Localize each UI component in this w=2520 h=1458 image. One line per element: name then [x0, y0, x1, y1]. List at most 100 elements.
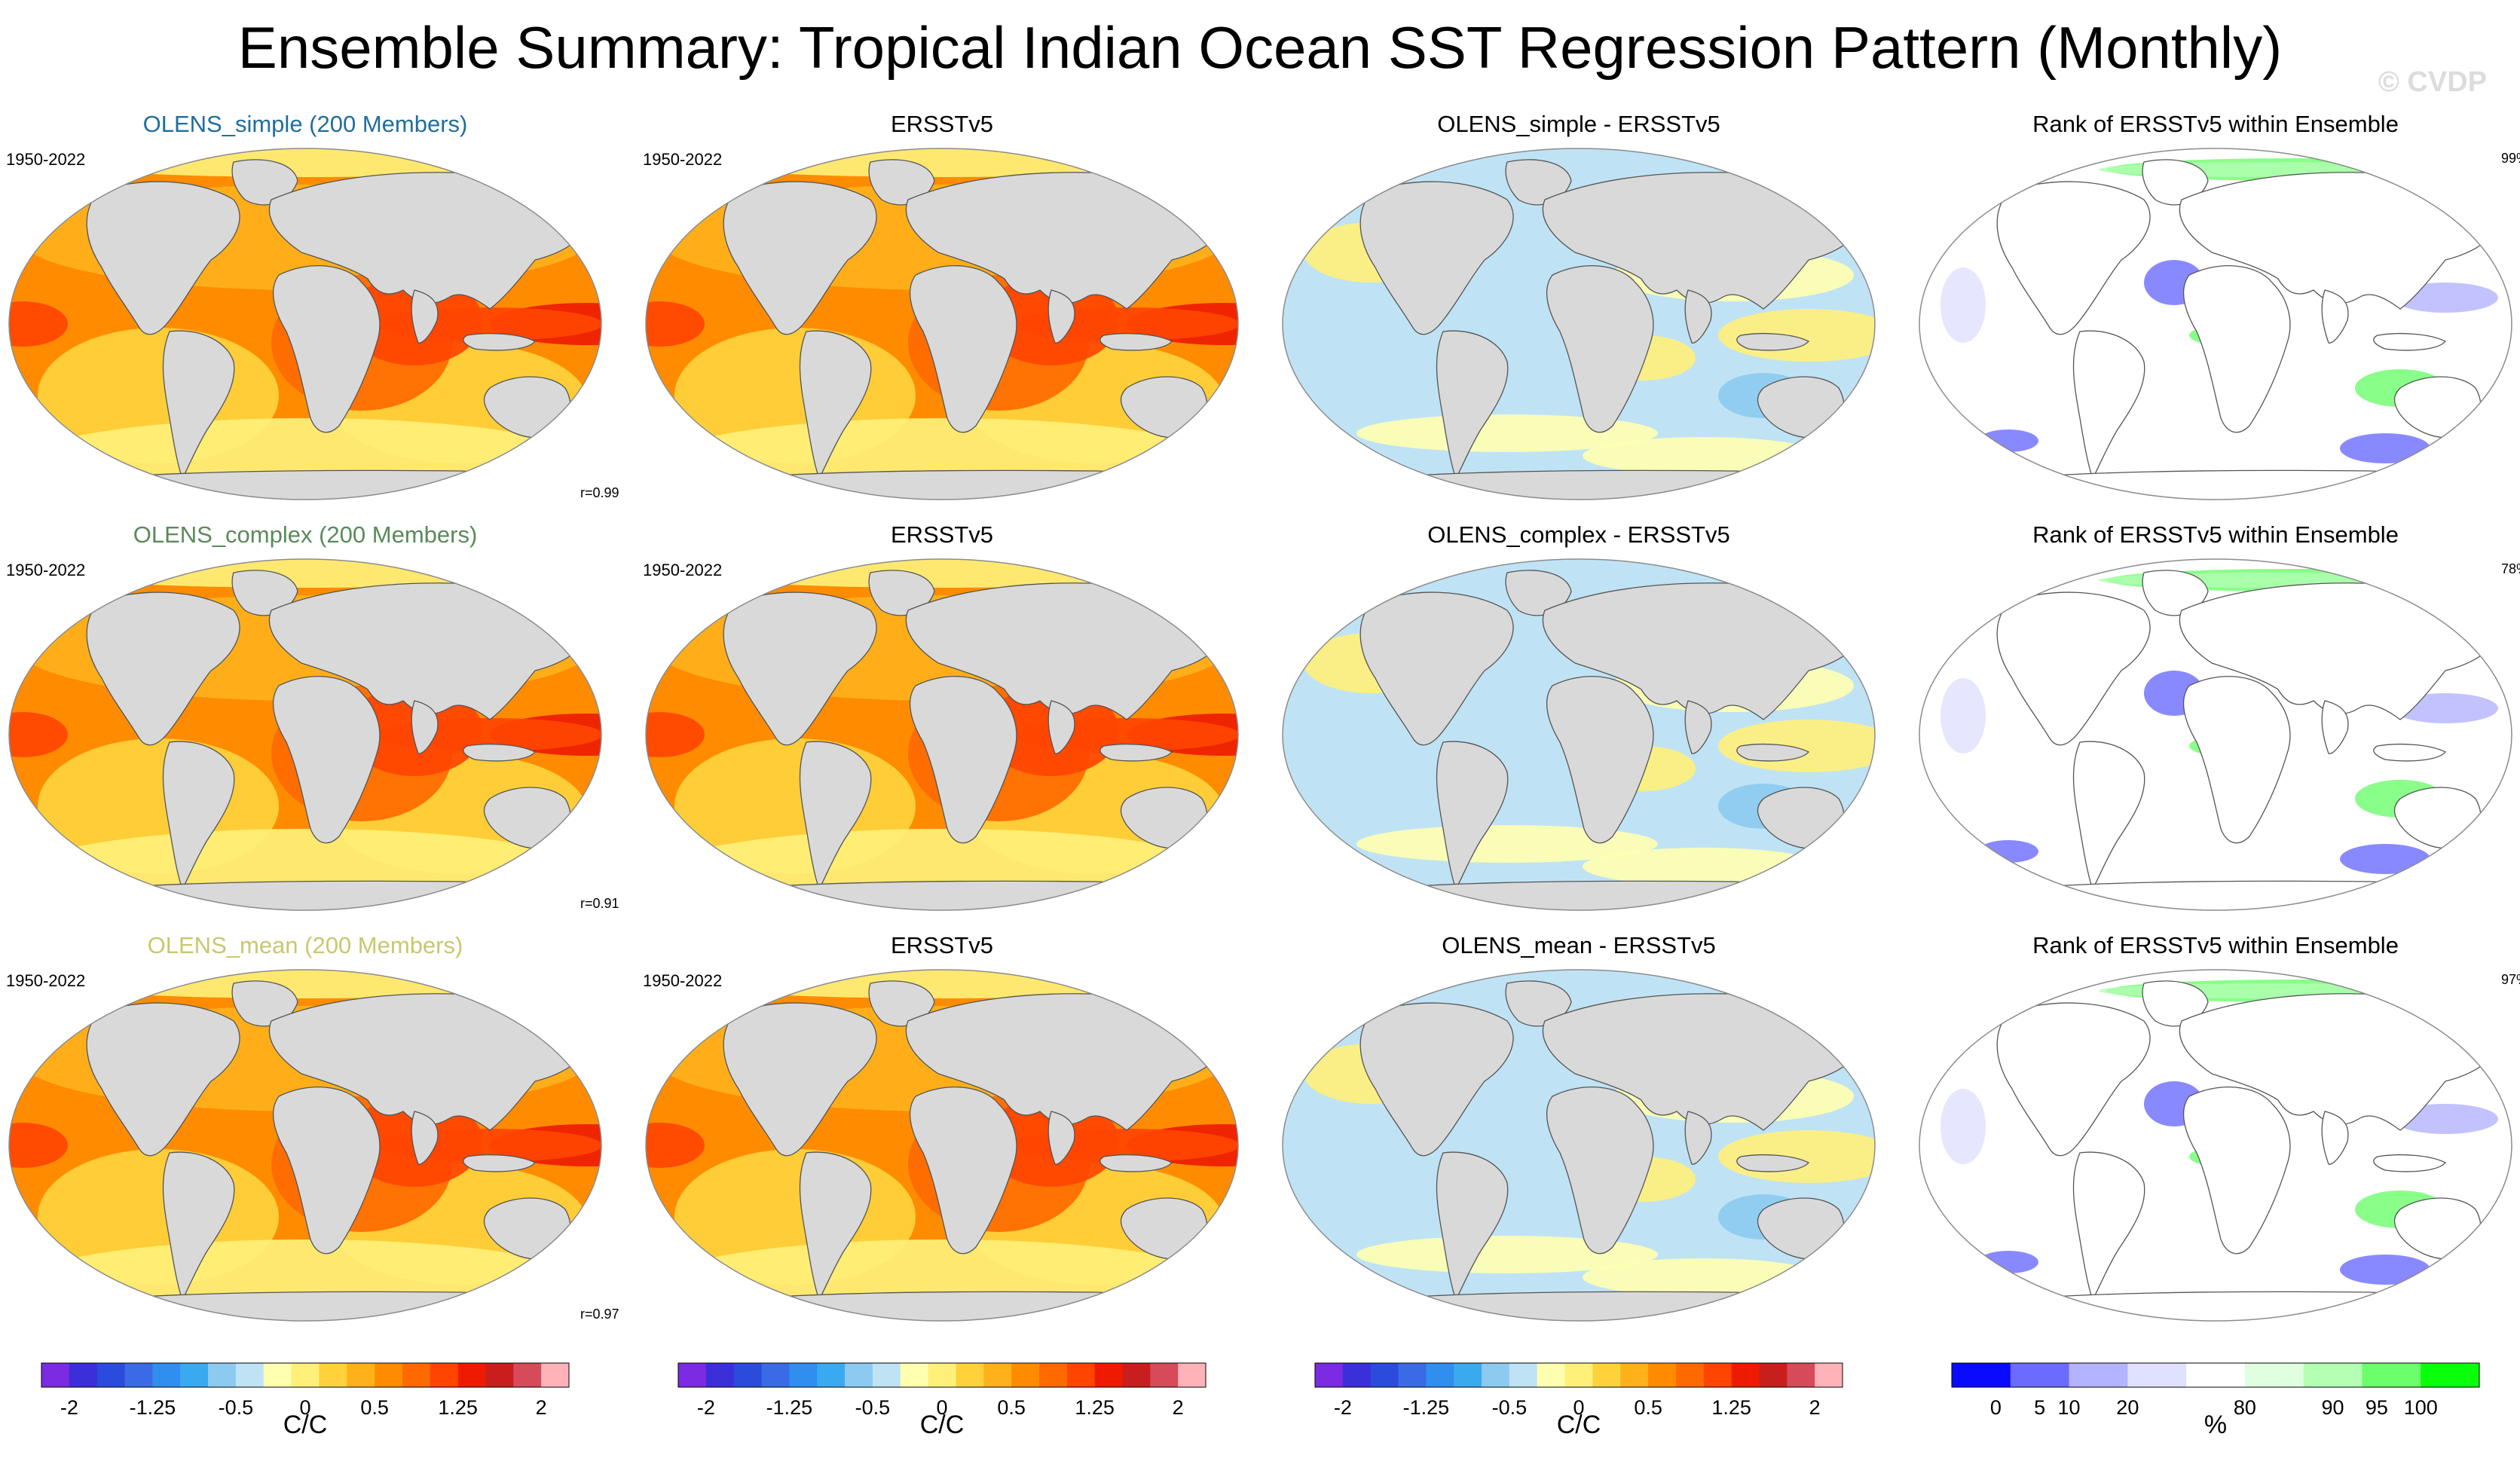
colorbar-swatch	[2069, 1363, 2128, 1387]
colorbar-swatch	[485, 1363, 514, 1387]
colorbar-tick-label: 1.25	[438, 1396, 478, 1419]
panel-title-obs: ERSSTv5	[890, 521, 994, 548]
colorbar-swatch	[1454, 1363, 1482, 1387]
diff-map-row-3	[1281, 968, 1876, 1326]
colorbar-tick-label: 100	[2404, 1396, 2438, 1419]
period-label: 1950-2022	[643, 561, 723, 579]
panel-title-obs: ERSSTv5	[890, 111, 994, 137]
panel-title-rank: Rank of ERSSTv5 within Ensemble	[2032, 521, 2399, 548]
colorbar-swatch	[1011, 1363, 1040, 1387]
obs-map-row-2	[644, 558, 1240, 915]
panel-title-obs: ERSSTv5	[890, 932, 994, 958]
colorbar-tick-label: -2	[697, 1396, 715, 1419]
colorbar-tick-label: 0	[299, 1396, 310, 1419]
colorbar-swatch	[1094, 1363, 1123, 1387]
panel-title-diff: OLENS_simple - ERSSTv5	[1437, 111, 1720, 137]
colorbar-tick-label: -2	[60, 1396, 78, 1419]
colorbar-tick-label: 10	[2058, 1396, 2081, 1419]
colorbar-tick-label: -2	[1334, 1396, 1352, 1419]
colorbar-swatch	[789, 1363, 818, 1387]
colorbar-swatch	[235, 1363, 265, 1387]
colorbar-tick-label: -0.5	[855, 1396, 891, 1419]
colorbar-unit: %	[2203, 1411, 2228, 1439]
model-map-row-1	[8, 147, 603, 505]
colorbar-swatch	[1952, 1363, 2011, 1387]
rank-map-row-2	[1918, 558, 2513, 915]
colorbar-swatch	[1370, 1363, 1399, 1387]
colorbar-swatch	[705, 1363, 735, 1387]
colorbar-swatch	[319, 1363, 347, 1387]
colorbar-swatch	[817, 1363, 846, 1387]
colorbar-tick-label: 20	[2116, 1396, 2139, 1419]
colorbar-tick-label: 0.5	[360, 1396, 389, 1419]
colorbar-sst: -2 -1.25 -0.5 0 0.5 1.25 2	[1314, 1362, 1843, 1419]
colorbar-swatch	[1178, 1363, 1206, 1387]
colorbar-tick-label: 95	[2366, 1396, 2388, 1419]
colorbar-tick-label: 0	[1573, 1396, 1584, 1419]
colorbar-tick-label: 0.5	[1634, 1396, 1662, 1419]
colorbar-unit: C/C	[1556, 1411, 1601, 1439]
colorbar-swatch	[430, 1363, 459, 1387]
colorbar-swatch	[1564, 1363, 1593, 1387]
colorbar-swatch	[2186, 1363, 2246, 1387]
obs-map-row-1	[644, 147, 1240, 505]
colorbar-swatch	[375, 1363, 403, 1387]
colorbar-tick-label: 0.5	[997, 1396, 1026, 1419]
colorbar-swatch	[1620, 1363, 1649, 1387]
colorbar-tick-label: -0.5	[1492, 1396, 1528, 1419]
colorbar-swatch	[457, 1363, 486, 1387]
panel-title-model: OLENS_complex (200 Members)	[133, 521, 478, 548]
colorbar-swatch	[845, 1363, 873, 1387]
colorbar-swatch	[180, 1363, 209, 1387]
colorbar-swatch	[900, 1363, 929, 1387]
colorbar-holder: -2 -1.25 -0.5 0 0.5 1.25 2	[671, 1360, 1213, 1424]
colorbar-swatch	[541, 1363, 570, 1387]
period-label: 1950-2022	[6, 150, 86, 169]
colorbar-unit: C/C	[283, 1411, 328, 1439]
colorbar-swatch	[124, 1363, 153, 1387]
colorbar-swatch	[1426, 1363, 1454, 1387]
period-label: 1950-2022	[643, 150, 723, 169]
colorbar-swatch	[2362, 1363, 2421, 1387]
colorbar-swatch	[347, 1363, 375, 1387]
colorbar-swatch	[1787, 1363, 1815, 1387]
period-label: 1950-2022	[6, 971, 86, 990]
colorbar-swatch	[1759, 1363, 1788, 1387]
colorbar-swatch	[1150, 1363, 1179, 1387]
period-label: 1950-2022	[6, 561, 86, 579]
correlation-label: r=0.99	[580, 485, 619, 500]
colorbar-swatch	[263, 1363, 292, 1387]
colorbar-swatch	[1038, 1363, 1068, 1387]
colorbar-swatch	[2127, 1363, 2187, 1387]
colorbar-swatch	[733, 1363, 763, 1387]
rank-percent-label: 78%	[2500, 561, 2520, 576]
colorbar-swatch	[69, 1363, 98, 1387]
panel-title-model: OLENS_mean (200 Members)	[147, 932, 463, 958]
panel-title-rank: Rank of ERSSTv5 within Ensemble	[2032, 932, 2399, 958]
panel-title-model: OLENS_simple (200 Members)	[142, 111, 468, 137]
colorbar-holder: -2 -1.25 -0.5 0 0.5 1.25 2	[1307, 1360, 1850, 1424]
colorbar-swatch	[761, 1363, 790, 1387]
colorbar-swatch	[2010, 1363, 2070, 1387]
colorbar-tick-label: -1.25	[1403, 1396, 1450, 1419]
colorbar-unit: C/C	[919, 1411, 965, 1439]
colorbar-holder: 0 5 10 20 80 90 95 100	[1944, 1360, 2487, 1424]
colorbar-tick-label: -1.25	[766, 1396, 813, 1419]
figure-title: Ensemble Summary: Tropical Indian Ocean …	[237, 14, 2283, 81]
colorbar-swatch	[1703, 1363, 1732, 1387]
colorbar-swatch	[872, 1363, 901, 1387]
panel-title-diff: OLENS_complex - ERSSTv5	[1427, 521, 1730, 548]
panel-title-rank: Rank of ERSSTv5 within Ensemble	[2032, 111, 2399, 137]
colorbar-swatch	[983, 1363, 1012, 1387]
colorbar-swatch	[1342, 1363, 1372, 1387]
colorbar-swatch	[1398, 1363, 1427, 1387]
colorbar-tick-label: -0.5	[219, 1396, 254, 1419]
colorbar-swatch	[678, 1363, 707, 1387]
colorbar-sst: -2 -1.25 -0.5 0 0.5 1.25 2	[41, 1362, 570, 1419]
colorbar-swatch	[291, 1363, 320, 1387]
colorbar-swatch	[208, 1363, 237, 1387]
colorbar-holder: -2 -1.25 -0.5 0 0.5 1.25 2	[34, 1360, 576, 1424]
colorbar-tick-label: 2	[1809, 1396, 1821, 1419]
diff-map-row-2	[1281, 558, 1876, 915]
colorbar-swatch	[928, 1363, 956, 1387]
